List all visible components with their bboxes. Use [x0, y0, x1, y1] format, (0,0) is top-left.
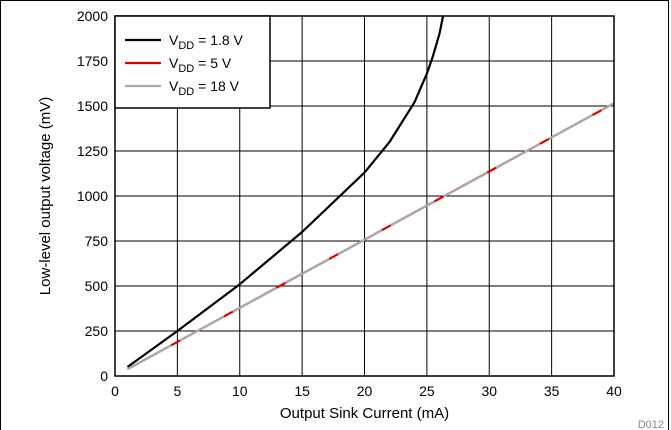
legend-label-2: VDD = 18 V: [169, 78, 240, 98]
x-axis-label: Output Sink Current (mA): [280, 405, 449, 422]
legend-label-0: VDD = 1.8 V: [169, 32, 244, 52]
y-tick-label: 2000: [77, 8, 108, 24]
legend-label-rest: = 1.8 V: [194, 32, 243, 48]
tick-labels: 0 5 10 15 20 25 30 35 40 0 250 500 750 1000 1250 1500 17…: [77, 8, 622, 399]
legend-label-sub: DD: [178, 86, 194, 98]
legend-label-1: VDD = 5 V: [169, 55, 232, 75]
x-tick-label: 40: [606, 383, 622, 399]
legend-label-rest: = 18 V: [194, 78, 239, 94]
y-tick-label: 0: [100, 368, 108, 384]
x-tick-label: 30: [481, 383, 497, 399]
x-tick-label: 10: [232, 383, 248, 399]
x-tick-label: 15: [294, 383, 310, 399]
legend-label-rest: = 5 V: [194, 55, 232, 71]
x-tick-label: 5: [173, 383, 181, 399]
legend-label-main: V: [169, 32, 179, 48]
legend-label-main: V: [169, 78, 179, 94]
x-tick-label: 0: [111, 383, 119, 399]
legend-label-sub: DD: [178, 40, 194, 52]
figure-id: D012: [638, 419, 664, 430]
y-tick-label: 750: [85, 233, 109, 249]
x-tick-label: 35: [544, 383, 560, 399]
x-tick-label: 25: [419, 383, 435, 399]
y-tick-label: 1000: [77, 188, 108, 204]
y-tick-label: 1250: [77, 143, 108, 159]
x-tick-label: 20: [357, 383, 373, 399]
y-axis-label: Low-level output voltage (mV): [37, 97, 54, 295]
series-line-2: [126, 102, 614, 371]
y-tick-label: 250: [85, 323, 109, 339]
y-tick-label: 500: [85, 278, 109, 294]
legend-label-sub: DD: [178, 63, 194, 75]
y-tick-label: 1500: [77, 98, 108, 114]
legend-label-main: V: [169, 55, 179, 71]
series-layer: [126, 16, 614, 371]
series-line-0: [126, 16, 445, 368]
plot-border: [114, 15, 615, 377]
y-tick-label: 1750: [77, 53, 108, 69]
